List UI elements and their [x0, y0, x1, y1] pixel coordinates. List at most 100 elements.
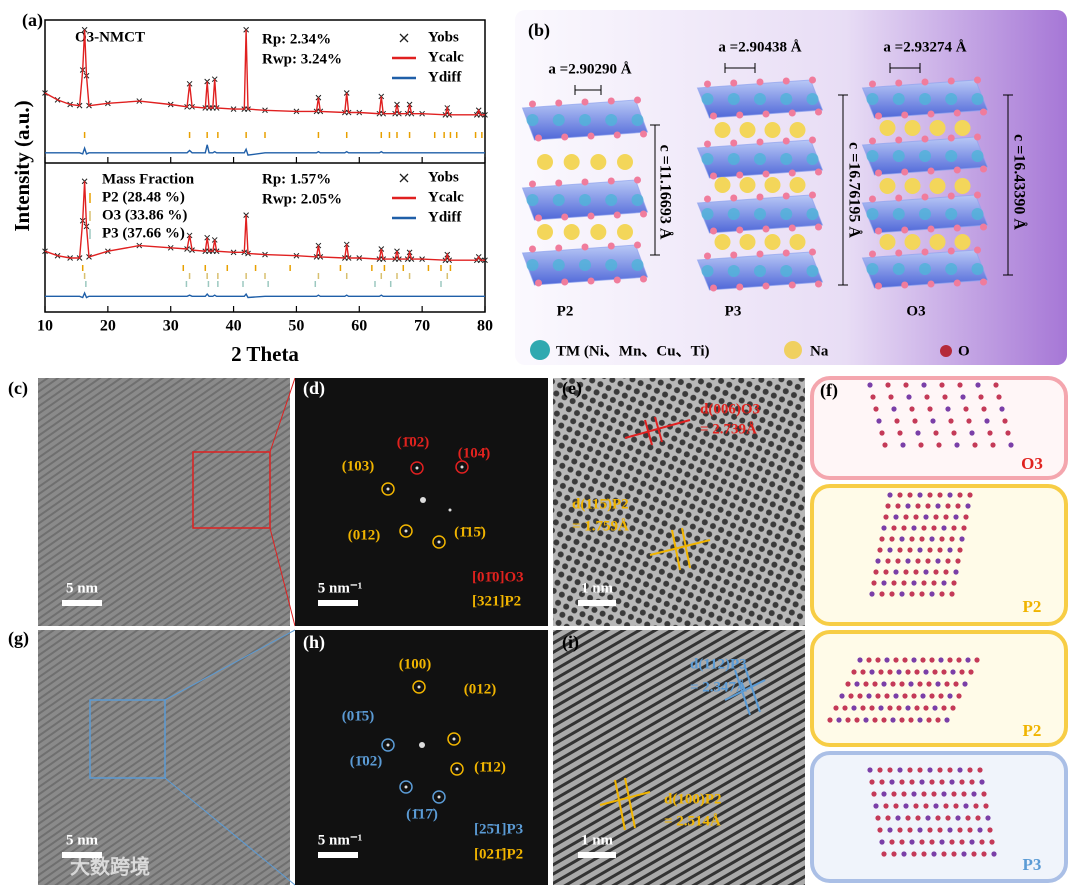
- model-atom: [941, 525, 947, 531]
- dimension-line: [724, 63, 756, 73]
- model-atom: [985, 815, 991, 821]
- lattice-c: c =16.76195 Å: [845, 142, 863, 238]
- model-atom: [935, 681, 941, 687]
- model-atom: [876, 418, 882, 424]
- o-atom: [980, 223, 987, 231]
- model-atom: [949, 779, 955, 785]
- model-atom: [945, 406, 951, 412]
- panel-label: (i): [562, 632, 579, 653]
- tm-atom: [631, 194, 644, 206]
- o-atom: [947, 247, 955, 255]
- model-atom: [944, 717, 950, 723]
- tm-atom: [780, 153, 793, 165]
- model-atom: [887, 492, 893, 498]
- x-tick-label: 30: [163, 318, 179, 335]
- dimension-line: [1003, 94, 1013, 276]
- hrtem-image: [553, 378, 805, 626]
- o-atom: [704, 252, 711, 260]
- model-atom: [897, 547, 903, 553]
- model-atom: [921, 382, 927, 388]
- model-atom: [935, 815, 941, 821]
- model-atom: [966, 418, 972, 424]
- model-atom: [871, 791, 877, 797]
- o-atom: [974, 191, 981, 199]
- model-atom: [890, 681, 896, 687]
- model-atom: [945, 558, 951, 564]
- model-atom: [931, 580, 937, 586]
- model-atom: [965, 657, 971, 663]
- na-atom: [789, 177, 806, 193]
- model-atom: [923, 669, 929, 675]
- model-atom: [913, 514, 919, 520]
- model-atom: [901, 580, 907, 586]
- model-atom: [963, 514, 969, 520]
- model-atom: [899, 536, 905, 542]
- model-atom: [875, 693, 881, 699]
- model-atom: [873, 406, 879, 412]
- model-atom: [905, 815, 911, 821]
- o-atom: [756, 193, 764, 201]
- na-atom: [764, 234, 781, 250]
- model-atom: [951, 430, 957, 436]
- o-atom: [947, 134, 955, 142]
- model-atom: [877, 547, 883, 553]
- tm-atom: [892, 263, 905, 275]
- model-atom: [885, 503, 891, 509]
- tm-atom: [945, 93, 958, 105]
- o-atom: [561, 213, 569, 221]
- model-atom: [975, 815, 981, 821]
- model-atom: [987, 430, 993, 436]
- o-atom: [710, 284, 717, 292]
- model-atom: [930, 418, 936, 424]
- scale-bar: [318, 600, 358, 606]
- model-atom: [923, 705, 929, 711]
- spot-label: (103): [342, 458, 375, 474]
- model-atom: [939, 779, 945, 785]
- model-atom: [951, 791, 957, 797]
- lattice-a: a =2.90290 Å: [548, 61, 631, 77]
- panel-label: (g): [8, 628, 29, 649]
- x-tick-label: 50: [288, 318, 304, 335]
- model-atom: [939, 591, 945, 597]
- o-atom: [809, 76, 816, 84]
- model-atom: [915, 430, 921, 436]
- model-atom: [926, 681, 932, 687]
- model-atom: [839, 693, 845, 699]
- o-atom: [587, 212, 595, 220]
- x-tick-label: 60: [351, 318, 367, 335]
- tm-atom: [780, 208, 793, 220]
- tm-atom: [631, 114, 644, 126]
- model-atom: [913, 569, 919, 575]
- o-atom: [736, 171, 744, 179]
- tm-atom: [806, 265, 819, 277]
- legend-label: O: [958, 343, 970, 359]
- tm-atom: [552, 114, 565, 126]
- model-atom: [848, 693, 854, 699]
- model-atom: [896, 705, 902, 711]
- model-atom: [960, 394, 966, 400]
- model-atom: [878, 705, 884, 711]
- model-atom: [890, 717, 896, 723]
- o-atom: [869, 80, 876, 88]
- tem-image: [38, 378, 290, 626]
- model-atom: [869, 779, 875, 785]
- model-atom: [949, 536, 955, 542]
- o-atom: [815, 168, 822, 176]
- model-atom: [953, 569, 959, 575]
- na-atom: [904, 234, 921, 250]
- legend-label: Ycalc: [428, 189, 464, 205]
- model-atom: [921, 791, 927, 797]
- model-atom: [1002, 418, 1008, 424]
- o-atom: [815, 223, 822, 231]
- model-atom: [888, 394, 894, 400]
- scale-bar: [578, 852, 616, 858]
- model-atom: [981, 851, 987, 857]
- d-spacing: = 1.759Å: [572, 518, 629, 534]
- model-atom: [931, 851, 937, 857]
- model-atom: [956, 693, 962, 699]
- o-atom: [809, 248, 816, 256]
- model-atom: [924, 394, 930, 400]
- model-atom: [977, 767, 983, 773]
- o-atom: [640, 275, 647, 283]
- tm-atom: [727, 93, 740, 105]
